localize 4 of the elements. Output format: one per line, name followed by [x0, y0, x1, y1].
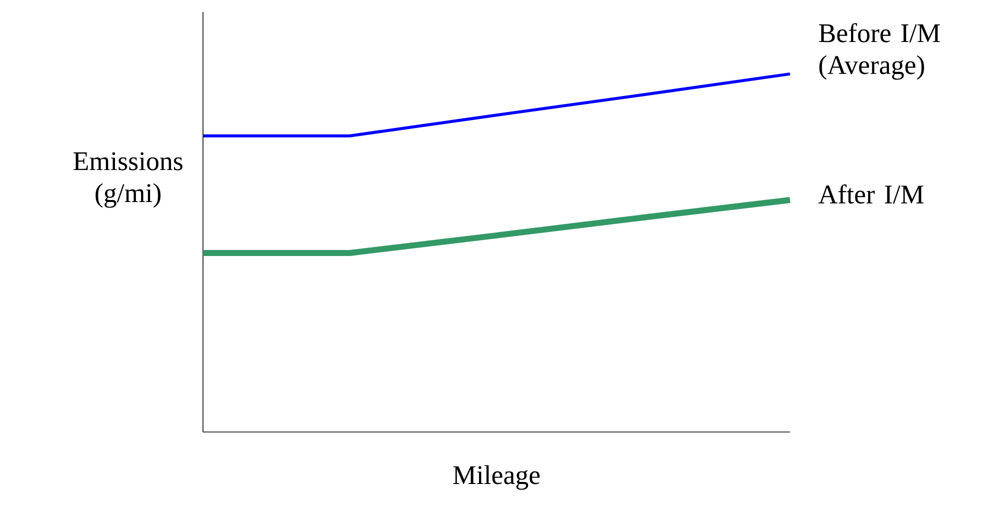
x-axis-title: Mileage	[453, 465, 540, 490]
y-axis-title: Emissions (g/mi)	[74, 152, 182, 208]
series-label: Before I/M (Average)	[818, 23, 940, 80]
series-label: After I/M	[818, 184, 924, 204]
